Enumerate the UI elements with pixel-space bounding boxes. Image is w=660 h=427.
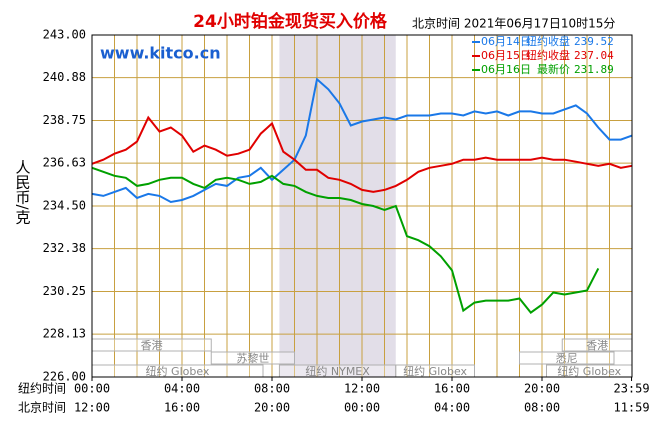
y-tick-label: 228.13 bbox=[43, 327, 86, 341]
market-label: 纽约 Globex bbox=[403, 364, 467, 378]
market-label: 香港 bbox=[586, 339, 608, 352]
chart-title: 24小时铂金现货买入价格 bbox=[193, 11, 388, 32]
legend-value: 239.52 bbox=[574, 35, 614, 48]
y-axis-label: 人民币/克 bbox=[14, 159, 32, 225]
series-line bbox=[91, 166, 600, 314]
y-tick-label: 234.50 bbox=[43, 199, 86, 213]
x-tick-label: 04:00 bbox=[164, 382, 200, 396]
y-tick-label: 236.63 bbox=[43, 156, 86, 170]
series-line bbox=[91, 115, 633, 193]
market-label: 香港 bbox=[141, 339, 163, 352]
legend-name: 06月16日 bbox=[481, 63, 531, 76]
y-tick-label: 230.25 bbox=[43, 284, 86, 298]
legend-name: 06月15日 bbox=[481, 49, 531, 62]
chart-subtitle: 北京时间 2021年06月17日10时15分 bbox=[412, 17, 615, 31]
x-row-label: 纽约时间 bbox=[18, 381, 66, 396]
x-tick-label: 23:59 bbox=[613, 382, 649, 396]
watermark: www.kitco.cn bbox=[100, 44, 221, 63]
legend-value: 237.04 bbox=[574, 49, 614, 62]
market-label: 纽约 Globex bbox=[146, 364, 210, 378]
x-tick-label-beijing: 08:00 bbox=[524, 401, 560, 415]
market-label: 苏黎世 bbox=[236, 351, 269, 365]
y-tick-label: 243.00 bbox=[43, 28, 86, 42]
legend-note: 纽约收盘 bbox=[526, 34, 570, 48]
market-label: 纽约 Globex bbox=[557, 364, 621, 378]
legend-name: 06月14日 bbox=[481, 35, 531, 48]
plot-border bbox=[91, 34, 633, 378]
market-label: 悉尼 bbox=[556, 352, 578, 365]
x-tick-label-beijing: 12:00 bbox=[74, 401, 110, 415]
x-tick-label: 00:00 bbox=[74, 382, 110, 396]
x-tick-label-beijing: 16:00 bbox=[164, 401, 200, 415]
x-tick-label-beijing: 00:00 bbox=[344, 401, 380, 415]
market-label: 纽约 NYMEX bbox=[305, 364, 370, 378]
y-tick-label: 232.38 bbox=[43, 241, 86, 255]
x-tick-label: 12:00 bbox=[344, 382, 380, 396]
x-tick-label: 20:00 bbox=[524, 382, 560, 396]
y-tick-label: 238.75 bbox=[43, 113, 86, 127]
x-tick-label-beijing: 20:00 bbox=[254, 401, 290, 415]
x-tick-label-beijing: 11:59 bbox=[613, 401, 649, 415]
y-tick-label: 226.00 bbox=[43, 370, 86, 384]
market-session bbox=[210, 351, 295, 365]
x-row-label: 北京时间 bbox=[18, 401, 66, 415]
y-tick-label: 240.88 bbox=[43, 70, 86, 84]
market-session bbox=[519, 351, 615, 365]
legend-note: 纽约收盘 bbox=[526, 48, 570, 62]
x-tick-label-beijing: 04:00 bbox=[434, 401, 470, 415]
legend-value: 231.89 bbox=[574, 63, 614, 76]
x-tick-label: 16:00 bbox=[434, 382, 470, 396]
series-line bbox=[91, 77, 633, 204]
x-tick-label: 08:00 bbox=[254, 382, 290, 396]
legend-note: 最新价 bbox=[537, 62, 570, 76]
